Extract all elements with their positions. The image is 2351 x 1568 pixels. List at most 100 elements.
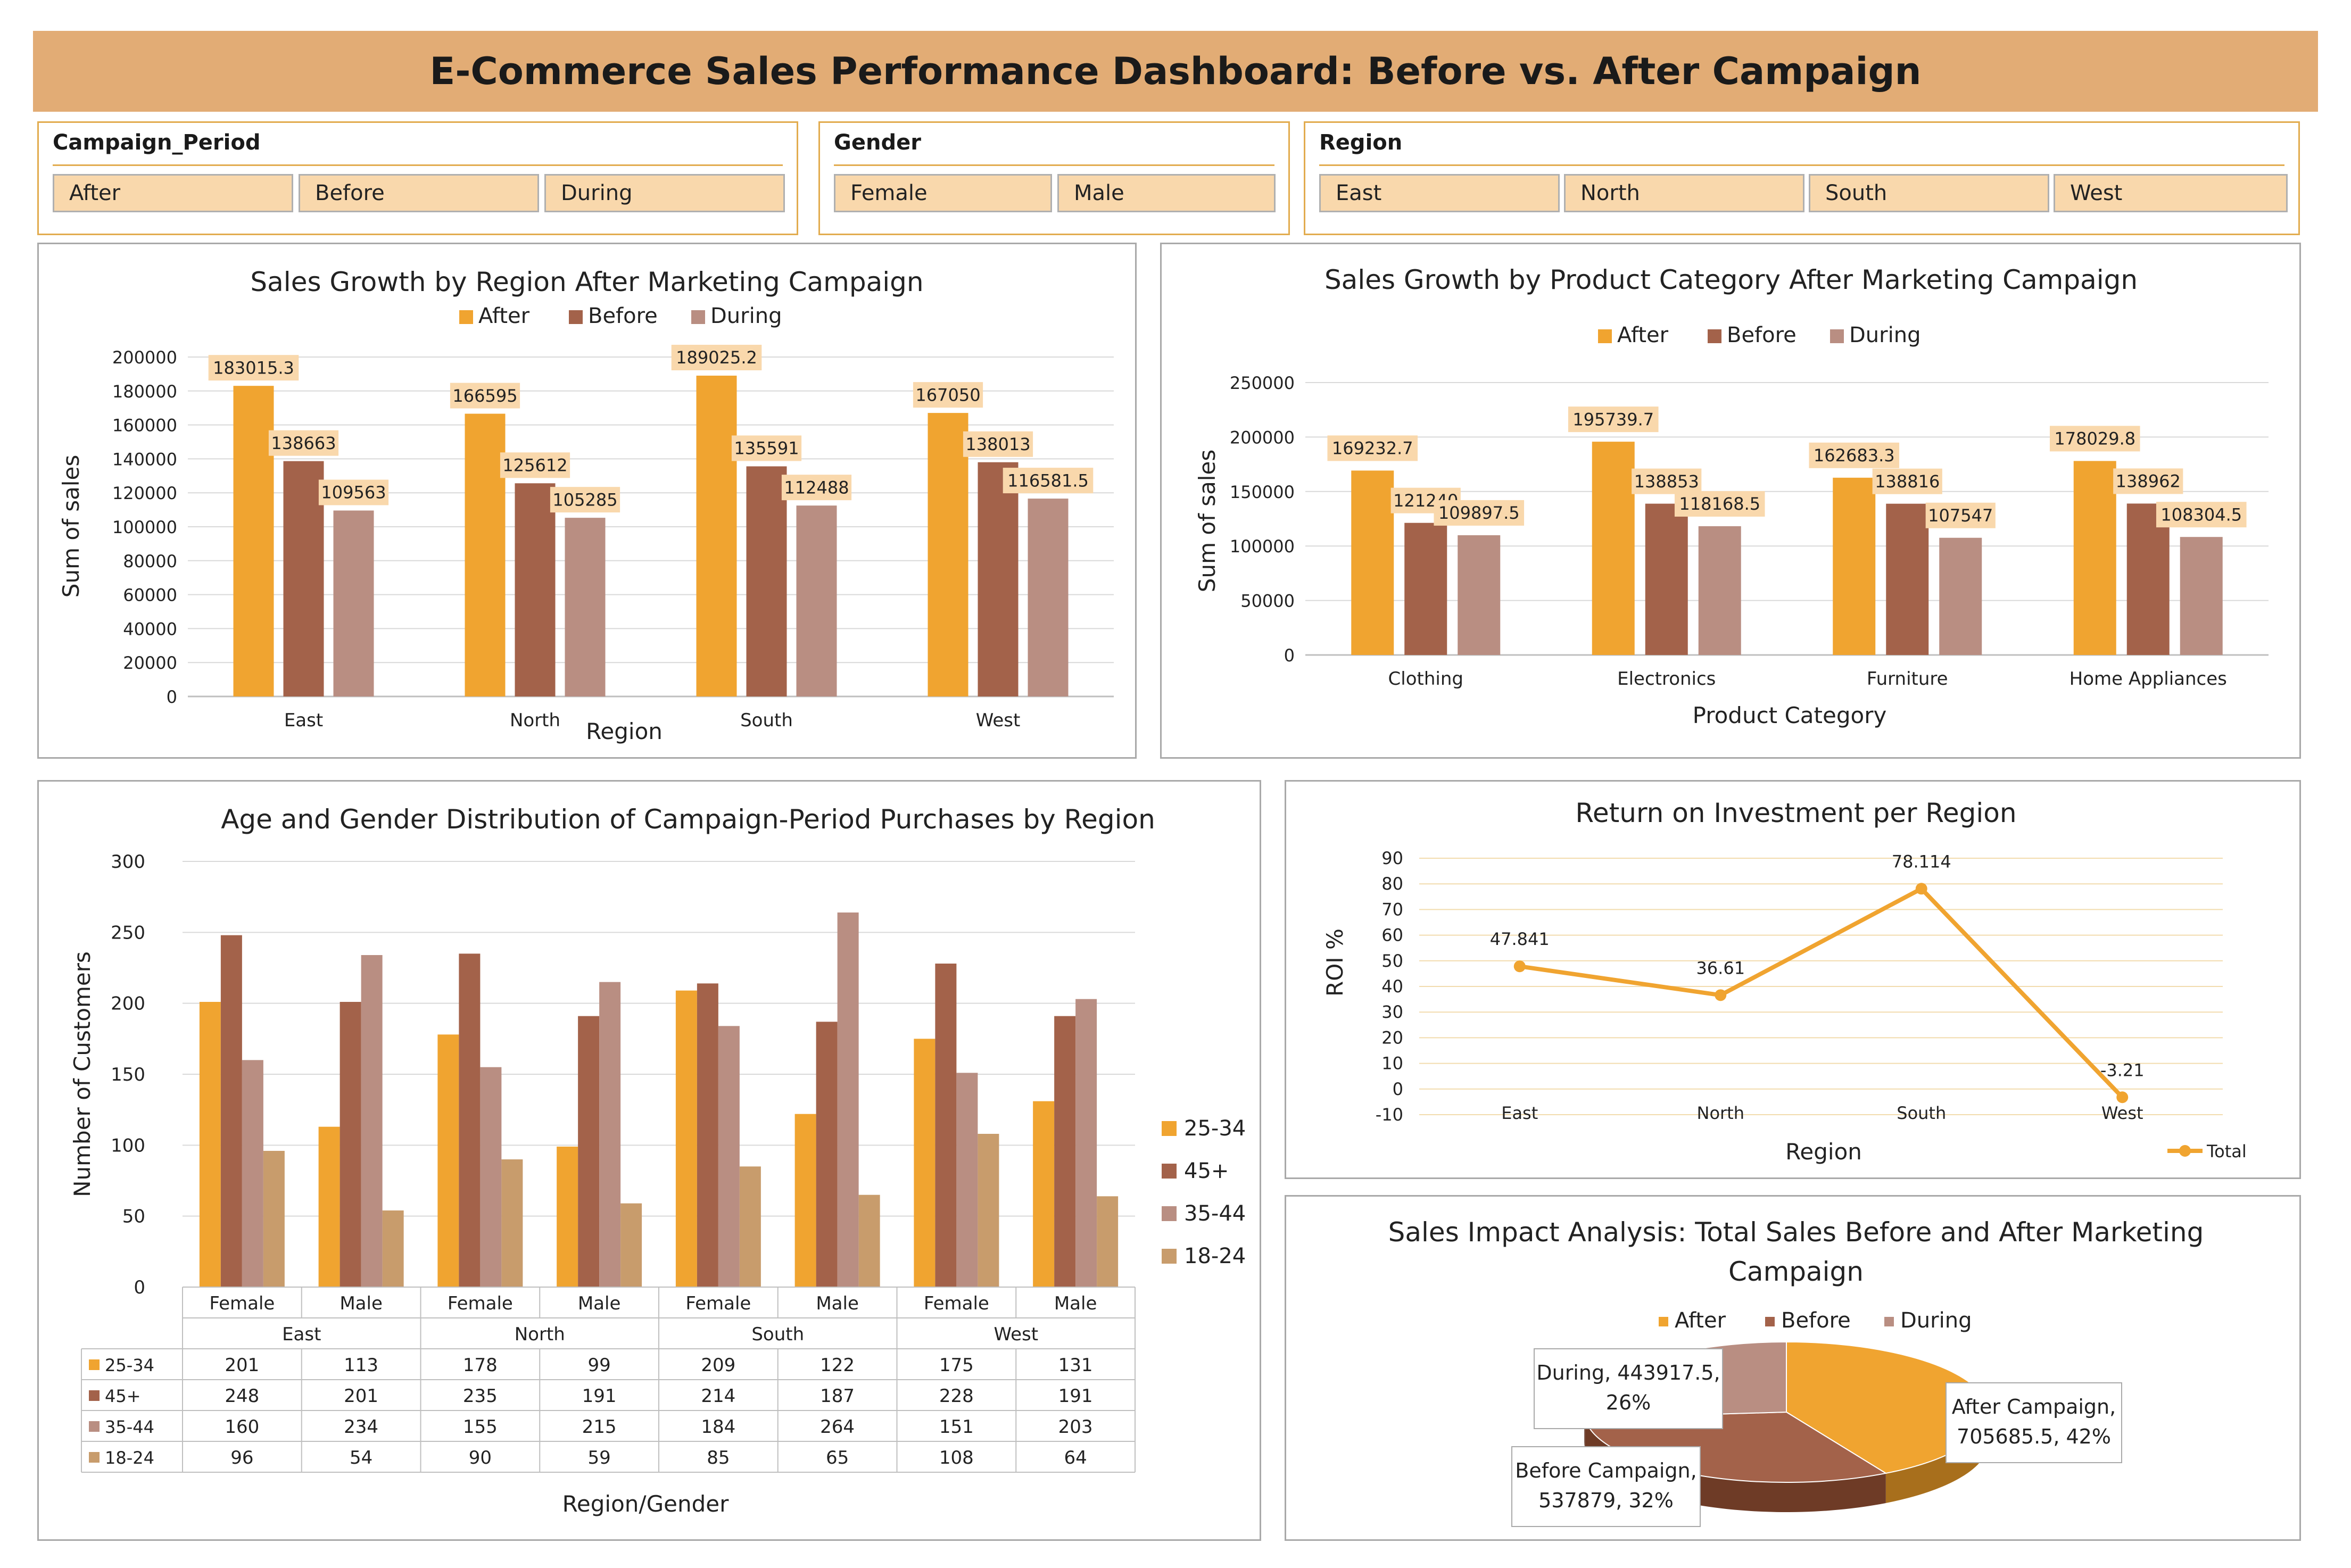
data-label-before-south-box — [731, 435, 802, 461]
table-cell-25-34-6: 175 — [939, 1355, 974, 1376]
y-tick-label: 20 — [1381, 1027, 1403, 1048]
data-label-during-north-box — [550, 487, 620, 513]
y-tick-label: 100000 — [1230, 536, 1295, 557]
slicer-divider — [834, 164, 1274, 166]
bar-before-south — [746, 466, 787, 696]
pie-callout-label-after-1: After Campaign, — [1952, 1395, 2116, 1418]
slicer-item-male[interactable]: Male — [1057, 174, 1276, 212]
slicer-item-female[interactable]: Female — [834, 174, 1052, 212]
bar-before-home-appliances — [2126, 503, 2170, 655]
table-cell-35-44-1: 234 — [344, 1416, 378, 1438]
table-cell-18-24-7: 64 — [1064, 1447, 1087, 1469]
slicer-item-west[interactable]: West — [2054, 174, 2288, 212]
data-label-before-home-appliances-box — [2113, 468, 2183, 494]
bar-25-34-col-5 — [794, 1114, 816, 1287]
data-label-during-furniture-box — [1925, 502, 1996, 528]
legend-label-18-24: 18-24 — [1184, 1244, 1246, 1268]
slicer-item-after[interactable]: After — [53, 174, 293, 212]
slicer-item-north[interactable]: North — [1564, 174, 1804, 212]
table-cell-45-2: 235 — [463, 1386, 498, 1407]
roi-point-east — [1513, 960, 1526, 973]
data-label-after-clothing-box — [1327, 435, 1418, 461]
y-tick-label: 90 — [1381, 848, 1403, 868]
data-label-during-clothing-box — [1434, 500, 1525, 526]
slicer-title: Region — [1319, 130, 1403, 155]
table-cell-18-24-3: 59 — [587, 1447, 610, 1469]
slicer-item-south[interactable]: South — [1809, 174, 2049, 212]
bar-during-east — [333, 510, 374, 696]
roi-point-north — [1715, 989, 1727, 1001]
y-tick-label: 100 — [111, 1135, 145, 1156]
data-label-after-south-box — [671, 345, 762, 371]
table-cell-18-24-5: 65 — [826, 1447, 849, 1469]
y-axis-title: Number of Customers — [69, 951, 95, 1197]
table-region-label-south: South — [751, 1324, 804, 1345]
bar-18-24-col-1 — [382, 1210, 404, 1287]
pie-callout-box-during — [1534, 1348, 1723, 1429]
bar-45-col-7 — [1054, 1016, 1076, 1287]
table-region-label-north: North — [515, 1324, 565, 1345]
chart-title: Age and Gender Distribution of Campaign-… — [221, 804, 1155, 835]
y-tick-label: 0 — [167, 687, 177, 707]
bar-18-24-col-3 — [620, 1203, 642, 1287]
data-label-before-north-box — [500, 452, 570, 478]
bar-35-44-col-1 — [361, 955, 383, 1287]
pie-callout-label-after-2: 705685.5, 42% — [1957, 1425, 2111, 1448]
table-cell-35-44-0: 160 — [225, 1416, 259, 1438]
data-label-after-electronics-box — [1568, 406, 1659, 433]
table-cell-25-34-0: 201 — [225, 1355, 259, 1376]
y-tick-label: 120000 — [112, 483, 177, 503]
data-label-before-home-appliances: 138962 — [2116, 471, 2181, 492]
y-tick-label: 300 — [111, 851, 145, 873]
x-tick-label-south: South — [1897, 1103, 1946, 1123]
table-series-label-25-34: 25-34 — [105, 1355, 154, 1375]
data-label-during-east-box — [318, 479, 389, 505]
chart-title: Sales Growth by Region After Marketing C… — [250, 267, 923, 297]
bar-45-col-1 — [340, 1002, 361, 1287]
x-axis-title: Product Category — [1693, 702, 1887, 728]
legend-marker-total — [2179, 1145, 2191, 1157]
roi-series-line — [1519, 886, 2124, 1099]
y-tick-label: 80000 — [123, 551, 177, 571]
table-cell-25-34-3: 99 — [587, 1355, 610, 1376]
data-label-during-home-appliances: 108304.5 — [2160, 504, 2242, 525]
sales-by-region-chart: Sales Growth by Region After Marketing C… — [58, 267, 1114, 744]
pie-side-after — [1885, 1412, 1989, 1503]
bar-35-44-col-2 — [480, 1067, 502, 1287]
table-cell-25-34-2: 178 — [463, 1355, 498, 1376]
y-tick-label: 250000 — [1230, 373, 1295, 393]
bar-during-furniture — [1939, 537, 1982, 655]
data-label-after-clothing: 169232.7 — [1332, 438, 1413, 459]
table-cell-45-6: 228 — [939, 1386, 974, 1407]
bar-after-south — [696, 376, 737, 696]
data-label-before-electronics: 138853 — [1634, 471, 1699, 492]
table-region-label-west: West — [994, 1324, 1038, 1345]
bar-after-electronics — [1592, 442, 1635, 655]
bar-35-44-col-3 — [599, 982, 621, 1287]
data-label-during-home-appliances-box — [2156, 502, 2247, 528]
bar-after-furniture — [1833, 477, 1876, 655]
data-label-after-west: 167050 — [915, 385, 980, 405]
table-swatch-18-24 — [89, 1452, 100, 1463]
x-tick-label-west: West — [976, 710, 1021, 731]
slicer-item-during[interactable]: During — [544, 174, 785, 212]
table-region-label-east: East — [282, 1324, 321, 1345]
x-tick-label-east: East — [1501, 1103, 1538, 1123]
y-tick-label: 70 — [1381, 899, 1403, 919]
chart-panel-roi: Return on Investment per Region -10 0 10 20 3… — [1285, 780, 2301, 1179]
bar-35-44-col-4 — [718, 1026, 740, 1287]
y-tick-label: 250 — [111, 922, 145, 943]
slicer-item-east[interactable]: East — [1319, 174, 1560, 212]
bar-during-electronics — [1698, 526, 1741, 655]
slicer-item-before[interactable]: Before — [299, 174, 539, 212]
x-axis-title: Region — [1785, 1139, 1862, 1165]
bar-before-clothing — [1404, 522, 1447, 655]
legend-swatch-18-24 — [1162, 1249, 1177, 1264]
roi-point-south — [1915, 883, 1927, 895]
chart-title: Return on Investment per Region — [1575, 798, 2016, 828]
data-label-before-east-box — [268, 430, 339, 456]
table-swatch-35-44 — [89, 1421, 100, 1432]
data-label-after-electronics: 195739.7 — [1572, 409, 1654, 429]
table-cell-25-34-4: 209 — [701, 1355, 735, 1376]
table-series-label-18-24: 18-24 — [105, 1448, 154, 1468]
